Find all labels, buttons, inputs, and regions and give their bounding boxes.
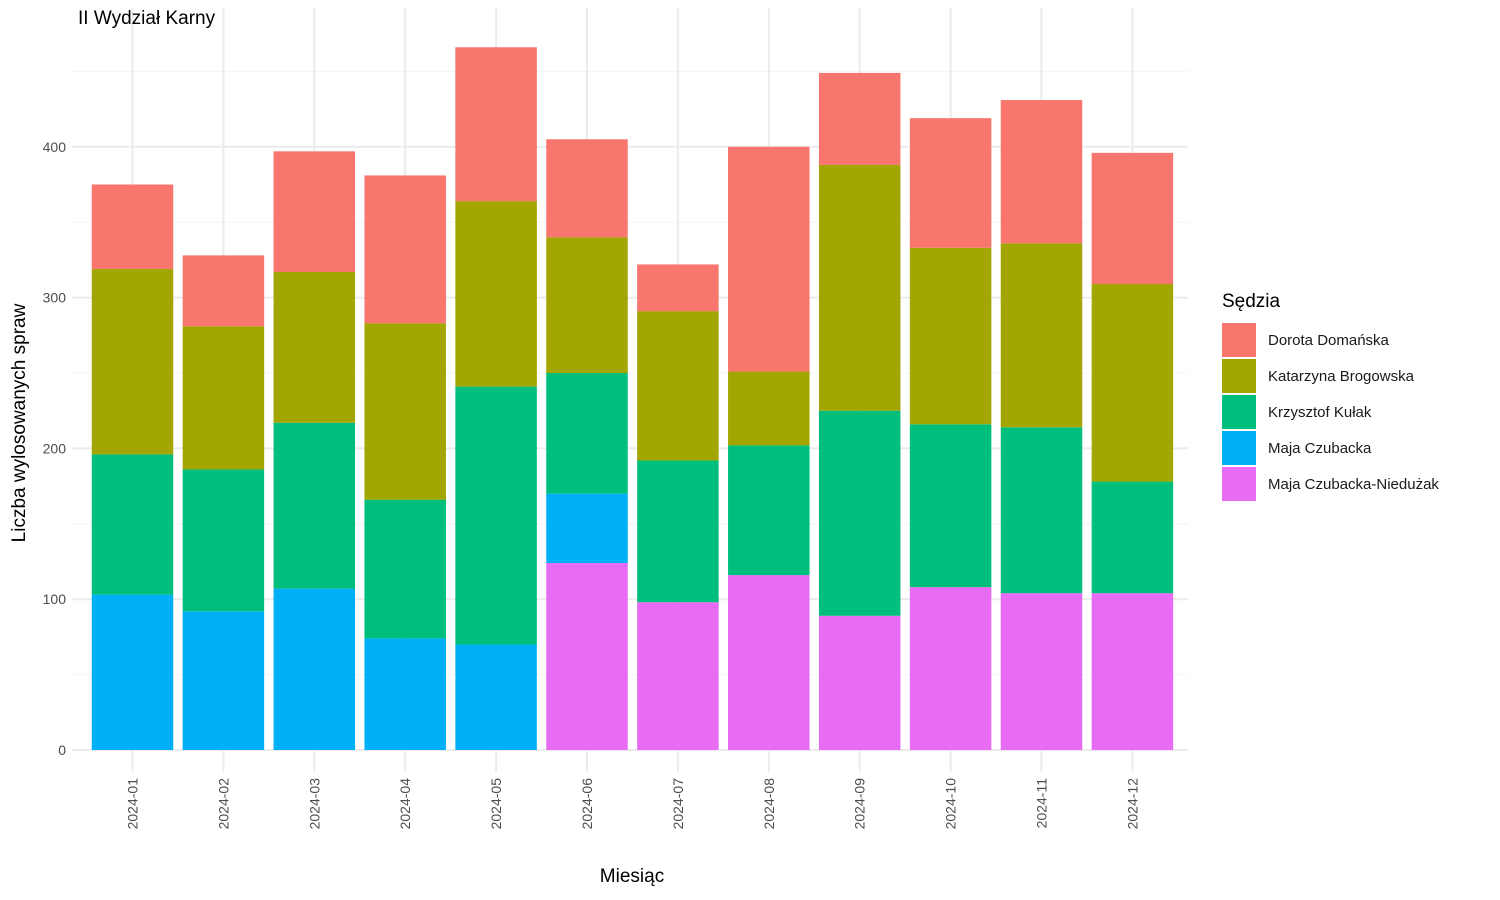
bar-segment [909,247,992,425]
bar-segment [91,594,174,750]
x-tick-label: 2024-10 [943,778,959,830]
x-tick-label: 2024-05 [488,778,504,830]
bar-segment [364,323,446,500]
bar-segment [1091,481,1174,594]
legend-swatch [1222,431,1256,465]
legend: Sędzia Dorota Domańska Katarzyna Brogowsk… [1222,291,1439,502]
x-tick-label: 2024-09 [852,778,868,830]
bar-segment [1000,100,1083,244]
bar-segment [728,575,810,750]
bar-segment [91,268,174,455]
bar-segment [182,469,265,612]
bar-segment [455,386,537,645]
y-tick-label: 300 [43,290,67,306]
bar-segment [273,422,356,589]
bar-segment [273,271,356,423]
legend-swatch [1222,395,1256,429]
bar-segment [637,602,719,750]
bar-segment [1000,593,1083,750]
bar-segment [818,410,901,616]
bar-segment [728,146,810,372]
legend-item: Dorota Domańska [1222,322,1439,358]
y-tick-label: 0 [58,742,66,758]
x-tick-label: 2024-03 [306,778,322,830]
legend-items: Dorota Domańska Katarzyna Brogowska Krzysz… [1222,322,1439,502]
y-tick-label: 200 [43,440,67,456]
x-tick-label: 2024-08 [761,778,777,830]
bar-segment [818,615,901,750]
bar-segment [546,563,628,750]
legend-swatch [1222,467,1256,501]
legend-label: Maja Czubacka-Niedużak [1268,475,1439,493]
bar-segment [909,587,992,750]
legend-label: Maja Czubacka [1268,439,1372,457]
y-tick-label: 400 [43,139,67,155]
bar-segment [728,445,810,576]
y-tick-label: 100 [43,591,67,607]
legend-label: Katarzyna Brogowska [1268,367,1414,385]
legend-item: Krzysztof Kułak [1222,394,1439,430]
x-tick-label: 2024-06 [579,778,595,830]
legend-title: Sędzia [1222,291,1281,312]
bar-segment [637,460,719,603]
bar-segment [91,454,174,595]
bar-segment [546,373,628,494]
bar-segment [637,264,719,312]
legend-label: Dorota Domańska [1268,331,1389,349]
legend-swatch [1222,323,1256,357]
legend-item: Maja Czubacka [1222,430,1439,466]
x-tick-label: 2024-12 [1124,778,1140,830]
bar-segment [91,184,174,269]
legend-item: Maja Czubacka-Niedużak [1222,466,1439,502]
x-tick-label: 2024-11 [1034,778,1050,829]
x-tick-label: 2024-02 [215,778,231,830]
bar-segment [455,644,537,750]
bar-segment [364,638,446,750]
bar-segment [364,499,446,639]
bar-segment [818,164,901,411]
bar-segment [546,139,628,238]
y-axis-title: Liczba wylosowanych spraw [9,303,30,543]
bar-segment [455,47,537,202]
bar-segment [1000,427,1083,594]
bar-segment [273,151,356,272]
x-tick-label: 2024-07 [670,778,686,830]
bar-segment [182,611,265,750]
bar-segment [455,201,537,387]
bar-segment [909,118,992,248]
bar-segment [728,371,810,446]
bar-segment [1091,284,1174,482]
bar-segment [273,588,356,750]
chart-title: II Wydział Karny [78,8,216,29]
bar-segment [546,493,628,564]
x-axis-title: Miesiąc [599,866,665,887]
x-tick-label: 2024-04 [397,778,413,830]
bar-segment [1091,152,1174,285]
bar-segment [1000,243,1083,428]
bar-segment [909,424,992,588]
bar-segment [182,255,265,327]
legend-label: Krzysztof Kułak [1268,403,1372,421]
legend-item: Katarzyna Brogowska [1222,358,1439,394]
bar-segment [1091,593,1174,750]
bar-segment [818,72,901,165]
x-tick-label: 2024-01 [125,778,141,830]
bar-segment [364,175,446,324]
bar-segment [637,311,719,461]
legend-swatch [1222,359,1256,393]
bar-segment [182,326,265,470]
bar-segment [546,237,628,373]
